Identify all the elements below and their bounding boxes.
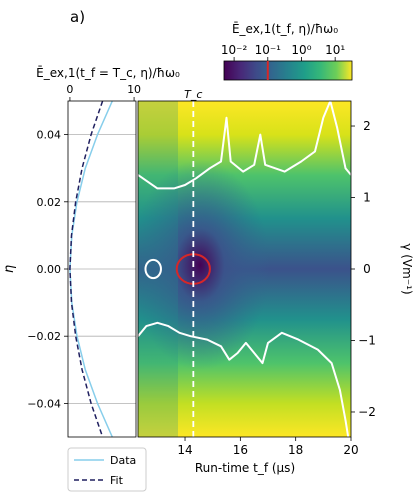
contour-line-1: [138, 321, 350, 437]
colorbar-tick-label: 10⁻¹: [255, 43, 282, 57]
right-tick-label: 0: [363, 262, 371, 276]
right-tick-label: −2: [358, 405, 376, 419]
colorbar-tick-label: 10⁻²: [221, 43, 248, 57]
y-tick-label: 0.04: [37, 129, 62, 142]
y-tick-label: 0.02: [37, 196, 62, 209]
legend-label-data: Data: [110, 454, 136, 467]
y-axis-label: η: [2, 265, 17, 273]
colorbar: Ē_ex,1(t_f, η)/ħω₀ 10⁻² 10⁻¹ 10⁰ 10¹: [221, 22, 353, 81]
x-tick-label: 20: [343, 443, 358, 457]
right-axis-label: γ (Vm⁻¹): [400, 243, 414, 294]
colorbar-tick-label: 10⁰: [291, 43, 311, 57]
x-tick-top-label: 0: [66, 83, 73, 96]
panel-label: a): [70, 8, 85, 26]
tc-label: T_c: [184, 88, 202, 101]
right-tick-label: 1: [363, 191, 371, 205]
x-tick-label: 14: [177, 443, 192, 457]
x-tick-label: 18: [288, 443, 303, 457]
y-tick-label: −0.04: [27, 397, 61, 410]
x-tick-top-label: 10: [127, 83, 141, 96]
heatmap-dark-region: [138, 160, 270, 370]
legend-label-fit: Fit: [110, 474, 124, 487]
series-fit-line: [69, 101, 104, 437]
colorbar-title: Ē_ex,1(t_f, η)/ħω₀: [232, 22, 338, 36]
right-tick-label: 2: [363, 119, 371, 133]
y-tick-label: −0.02: [27, 330, 61, 343]
legend: Data Fit: [67, 447, 147, 492]
x-tick-label: 16: [233, 443, 248, 457]
line-panel-title: Ē_ex,1(t_f = T_c, η)/ħω₀: [36, 66, 180, 80]
y-tick-label: 0.00: [37, 263, 62, 276]
x-axis-label: Run-time t_f (μs): [195, 461, 295, 475]
heatmap-panel: T_c 14 16 18 20 2 1 0 −1 −2 Run-time t_f (μs) γ…: [137, 88, 414, 475]
colorbar-tick-label: 10¹: [325, 43, 345, 57]
right-tick-label: −1: [358, 333, 376, 347]
colorbar-tick-labels: 10⁻² 10⁻¹ 10⁰ 10¹: [221, 43, 345, 57]
contour-line-0: [138, 101, 351, 190]
colorbar-gradient: [223, 60, 353, 81]
contour-loop-2: [144, 258, 162, 280]
line-panel: Ē_ex,1(t_f = T_c, η)/ħω₀ 0 10 0.04 0.02 0.0…: [2, 66, 180, 438]
line-panel-grid: [68, 134, 136, 404]
